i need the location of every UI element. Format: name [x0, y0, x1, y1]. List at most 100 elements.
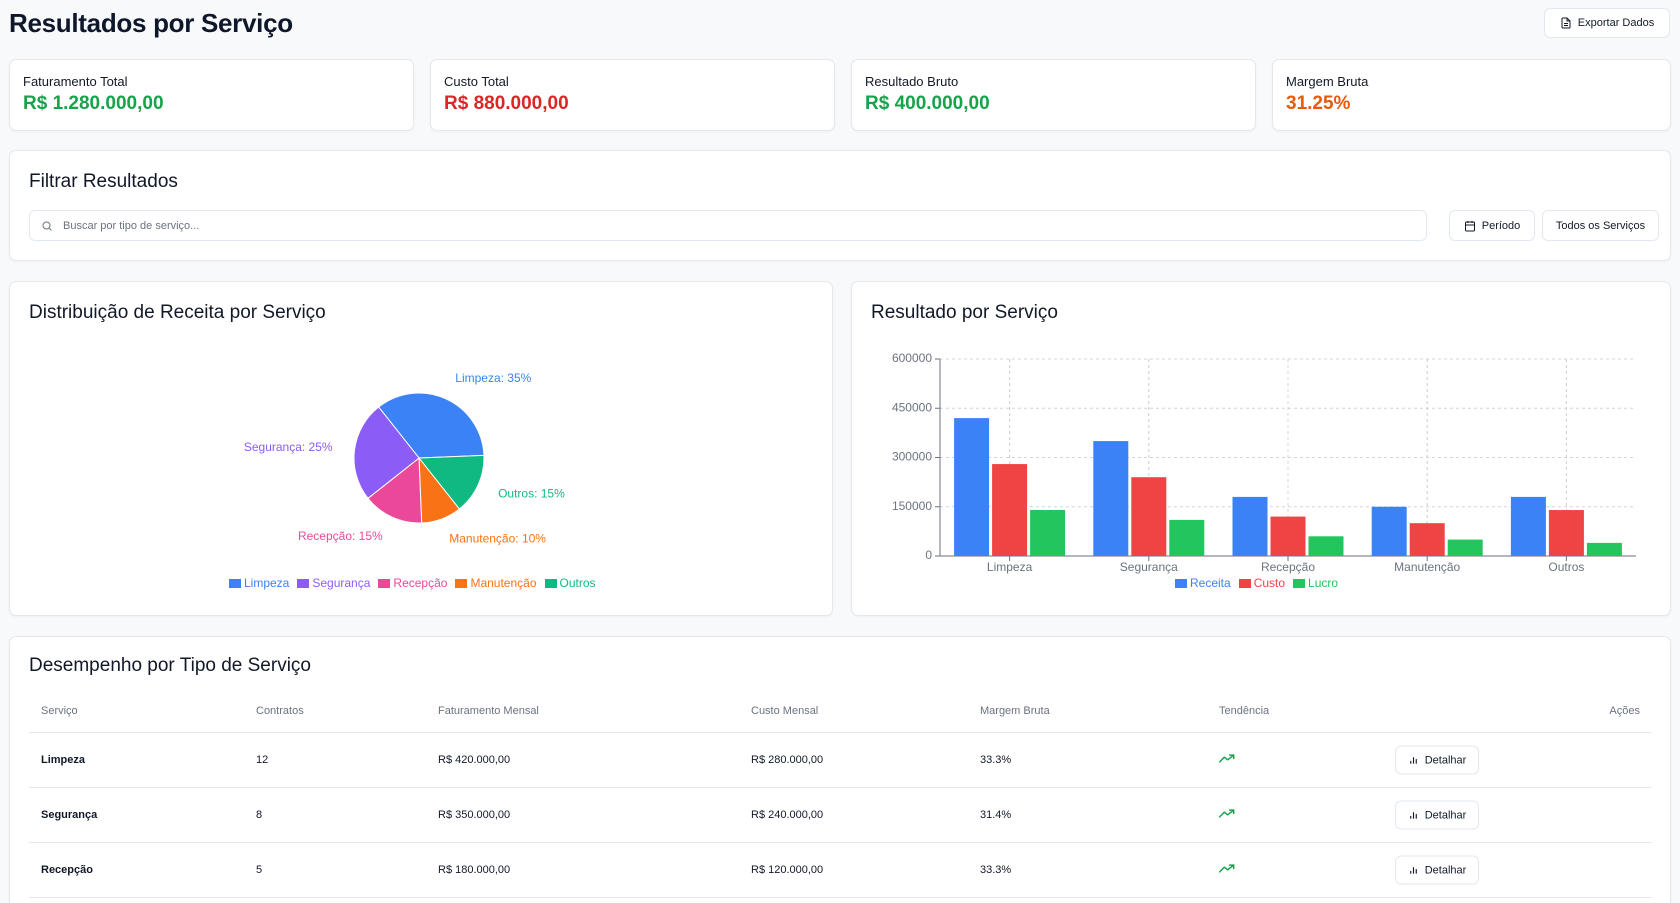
bar-custo-segurança[interactable]: [1131, 477, 1167, 556]
bar-receita-segurança[interactable]: [1093, 441, 1129, 556]
x-tick-label: Outros: [1548, 560, 1584, 574]
performance-table-card: Desempenho por Tipo de Serviço Serviço C…: [9, 636, 1671, 903]
bar-chart-icon: [1409, 867, 1417, 874]
y-tick-label: 150000: [892, 499, 932, 513]
legend-label: Recepção: [393, 576, 448, 590]
pie-slice-recepção[interactable]: [367, 456, 423, 524]
file-icon: [1561, 17, 1571, 29]
calendar-icon: [1464, 220, 1475, 231]
table-row: Recepção 5 R$ 180.000,00 R$ 120.000,00 33.3%…: [29, 843, 1652, 898]
detail-button-label: Detalhar: [1424, 809, 1467, 821]
y-tick-label: 0: [925, 548, 932, 562]
kpi-value: 31.25%: [1286, 93, 1351, 114]
legend-swatch: [297, 578, 310, 588]
bar-legend: Receita Custo Lucro: [1175, 576, 1338, 590]
search-input[interactable]: Buscar por tipo de serviço...: [29, 210, 1427, 241]
legend-swatch: [378, 578, 391, 588]
trending-up-icon: [1218, 754, 1235, 767]
bar-receita-manutenção[interactable]: [1371, 506, 1407, 556]
pie-label-limpeza: Limpeza: 35%: [455, 371, 531, 385]
header-contracts: Contratos: [256, 705, 304, 717]
bar-custo-manutenção[interactable]: [1409, 523, 1445, 556]
filter-title: Filtrar Resultados: [29, 171, 178, 192]
legend-label: Receita: [1190, 576, 1231, 590]
bar-lucro-segurança[interactable]: [1169, 519, 1205, 556]
legend-label: Lucro: [1308, 576, 1339, 590]
legend-swatch: [455, 578, 468, 588]
pie-label-outros: Outros: 15%: [498, 486, 565, 500]
export-data-button[interactable]: Exportar Dados: [1544, 8, 1670, 38]
detail-button-label: Detalhar: [1424, 754, 1467, 766]
legend-item-custo[interactable]: Custo: [1238, 576, 1286, 590]
trending-up-icon: [1218, 864, 1235, 877]
pie-legend: Limpeza Segurança Recepção Manutenção Outros: [229, 576, 596, 590]
bar-chart: 0 150000 300000 450000 600000 Limpeza Seguranç…: [892, 351, 1636, 574]
pie-slice-limpeza[interactable]: [377, 392, 485, 459]
header-cost: Custo Mensal: [751, 705, 819, 717]
kpi-label: Margem Bruta: [1286, 74, 1369, 89]
detail-button[interactable]: Detalhar: [1395, 855, 1479, 885]
legend-item-lucro[interactable]: Lucro: [1293, 576, 1338, 590]
y-tick-label: 450000: [892, 400, 932, 414]
bar-lucro-outros[interactable]: [1586, 542, 1622, 556]
bar-receita-outros[interactable]: [1510, 496, 1546, 556]
bar-custo-limpeza[interactable]: [992, 464, 1028, 556]
bar-lucro-recepção[interactable]: [1308, 536, 1344, 556]
legend-item-receita[interactable]: Receita: [1175, 576, 1231, 590]
page-title: Resultados por Serviço: [9, 8, 293, 38]
pie-slice-segurança[interactable]: [353, 406, 420, 500]
legend-swatch: [1175, 578, 1187, 588]
cell-cost: R$ 240.000,00: [751, 809, 824, 821]
table-row: Limpeza 12 R$ 420.000,00 R$ 280.000,00 33.3%…: [29, 733, 1652, 788]
cell-service: Recepção: [41, 864, 93, 876]
header-revenue: Faturamento Mensal: [438, 705, 539, 717]
kpi-label: Resultado Bruto: [865, 74, 959, 89]
legend-item-limpeza[interactable]: Limpeza: [229, 576, 289, 590]
bar-custo-outros[interactable]: [1548, 510, 1584, 556]
cell-revenue: R$ 180.000,00: [438, 864, 511, 876]
bar-receita-limpeza[interactable]: [954, 418, 990, 556]
kpi-card-gross-margin: Margem Bruta 31.25%: [1272, 59, 1671, 131]
x-tick-label: Limpeza: [987, 560, 1033, 574]
kpi-card-gross-result: Resultado Bruto R$ 400.000,00: [851, 59, 1256, 131]
kpi-label: Faturamento Total: [23, 74, 128, 89]
cell-service: Limpeza: [41, 754, 86, 766]
bar-lucro-manutenção[interactable]: [1447, 539, 1483, 556]
legend-item-outros[interactable]: Outros: [544, 576, 596, 590]
bar-lucro-limpeza[interactable]: [1030, 510, 1066, 556]
services-filter-label: Todos os Serviços: [1555, 219, 1646, 232]
detail-button[interactable]: Detalhar: [1395, 800, 1479, 830]
legend-swatch: [1238, 578, 1251, 588]
bar-receita-recepção[interactable]: [1232, 496, 1268, 556]
cell-revenue: R$ 420.000,00: [438, 754, 511, 766]
legend-swatch: [544, 578, 557, 588]
cell-margin: 33.3%: [980, 754, 1012, 766]
cell-cost: R$ 280.000,00: [751, 754, 824, 766]
table-row: Segurança 8 R$ 350.000,00 R$ 240.000,00 31.4…: [29, 788, 1652, 843]
legend-label: Segurança: [312, 576, 371, 590]
services-filter-button[interactable]: Todos os Serviços: [1542, 210, 1659, 241]
pie-slice-outros[interactable]: [417, 454, 485, 510]
kpi-label: Custo Total: [444, 74, 509, 89]
header-trend: Tendência: [1219, 705, 1270, 717]
legend-item-manutenção[interactable]: Manutenção: [455, 576, 537, 590]
period-button[interactable]: Período: [1449, 210, 1535, 241]
header-margin: Margem Bruta: [980, 705, 1050, 717]
detail-button[interactable]: Detalhar: [1395, 745, 1479, 775]
cell-contracts: 5: [256, 864, 263, 876]
export-data-label: Exportar Dados: [1577, 17, 1655, 29]
legend-label: Limpeza: [244, 576, 290, 590]
bar-custo-recepção[interactable]: [1270, 516, 1306, 556]
legend-item-recepção[interactable]: Recepção: [378, 576, 447, 590]
revenue-distribution-card: Distribuição de Receita por Serviço Limp…: [9, 281, 833, 616]
x-tick-label: Recepção: [1261, 560, 1315, 574]
cell-revenue: R$ 350.000,00: [438, 809, 511, 821]
bar-chart-icon: [1409, 757, 1417, 764]
legend-item-segurança[interactable]: Segurança: [297, 576, 370, 590]
legend-swatch: [229, 578, 241, 588]
period-label: Período: [1481, 219, 1521, 232]
search-icon: [42, 221, 52, 231]
table-header-row: Serviço Contratos Faturamento Mensal Cus…: [29, 690, 1652, 733]
cell-margin: 31.4%: [980, 809, 1012, 821]
legend-label: Custo: [1253, 576, 1286, 590]
